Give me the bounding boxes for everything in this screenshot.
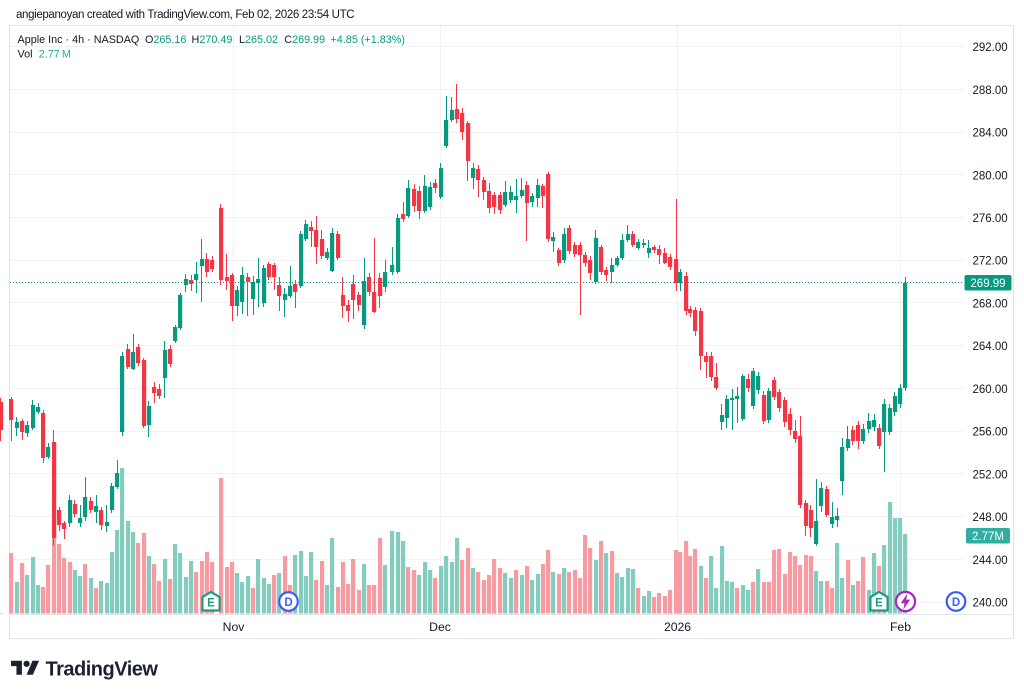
svg-text:240.00: 240.00 — [973, 598, 1008, 610]
svg-text:2026: 2026 — [664, 620, 691, 634]
svg-text:E: E — [875, 597, 883, 609]
svg-text:284.00: 284.00 — [973, 128, 1008, 140]
svg-text:Feb: Feb — [890, 620, 911, 634]
svg-text:D: D — [952, 597, 960, 609]
svg-text:244.00: 244.00 — [973, 555, 1008, 567]
svg-text:272.00: 272.00 — [973, 256, 1008, 268]
svg-text:E: E — [207, 597, 215, 609]
svg-text:angiepanoyan created with Trad: angiepanoyan created with TradingView.co… — [16, 9, 354, 21]
svg-text:TradingView: TradingView — [46, 659, 159, 681]
svg-text:276.00: 276.00 — [973, 213, 1008, 225]
svg-text:292.00: 292.00 — [973, 42, 1008, 54]
svg-text:2.77M: 2.77M — [972, 531, 1004, 543]
svg-text:288.00: 288.00 — [973, 85, 1008, 97]
svg-text:252.00: 252.00 — [973, 469, 1008, 481]
svg-text:264.00: 264.00 — [973, 341, 1008, 353]
svg-text:Dec: Dec — [429, 620, 451, 634]
svg-text:280.00: 280.00 — [973, 170, 1008, 182]
svg-text:268.00: 268.00 — [973, 299, 1008, 311]
svg-text:D: D — [284, 597, 292, 609]
svg-text:256.00: 256.00 — [973, 427, 1008, 439]
svg-text:Nov: Nov — [223, 620, 246, 634]
svg-text:260.00: 260.00 — [973, 384, 1008, 396]
svg-text:248.00: 248.00 — [973, 512, 1008, 524]
svg-text:269.99: 269.99 — [970, 278, 1005, 290]
